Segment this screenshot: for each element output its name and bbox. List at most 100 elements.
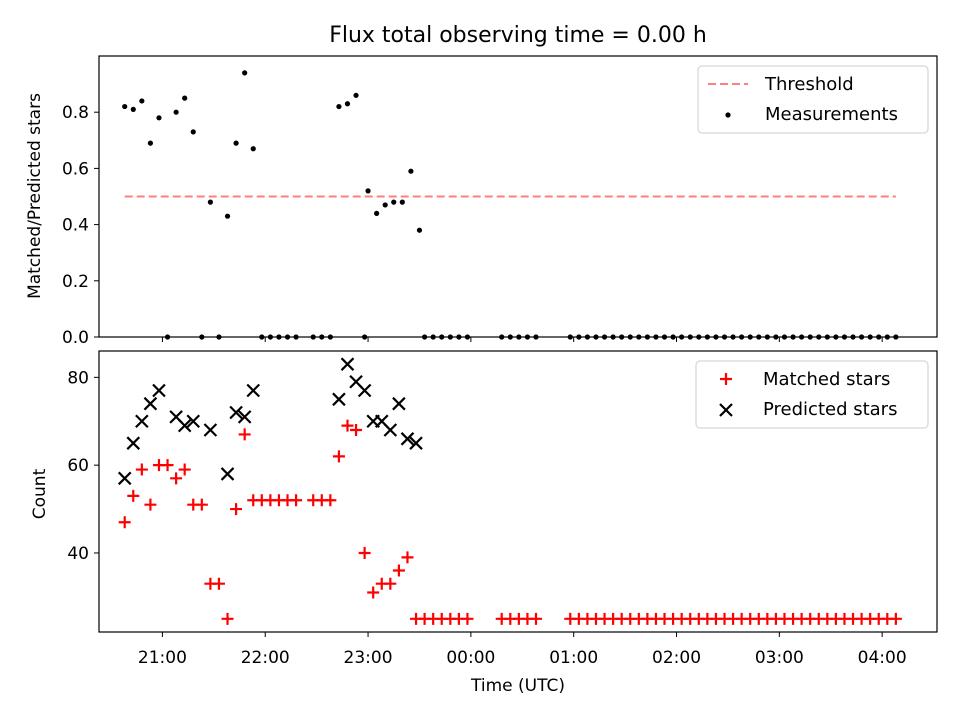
measurement-point — [233, 140, 239, 146]
predicted-stars-point — [340, 357, 355, 371]
matched-stars-point — [358, 546, 371, 559]
measurement-point — [207, 199, 213, 205]
matched-stars-point — [341, 419, 354, 432]
legend-matched-label: Matched stars — [763, 369, 890, 390]
predicted-stars-point — [237, 410, 252, 424]
x-tick-label: 21:00 — [138, 648, 187, 668]
legend-threshold-label: Threshold — [764, 74, 854, 95]
measurement-point — [365, 188, 371, 194]
count-y-tick-label: 40 — [67, 544, 89, 564]
measurement-point — [139, 98, 145, 104]
count-y-axis-label: Count — [30, 468, 50, 519]
x-tick-label: 04:00 — [858, 648, 907, 668]
measurement-point — [156, 115, 162, 121]
predicted-stars-point — [135, 414, 149, 429]
matched-stars-point — [290, 494, 303, 507]
legend-matched-swatch — [720, 373, 732, 385]
x-tick-label: 22:00 — [241, 648, 290, 668]
predicted-stars-point — [126, 436, 141, 450]
predicted-stars-point — [117, 471, 132, 486]
measurement-point — [182, 95, 188, 101]
measurement-point — [353, 92, 359, 98]
measurement-point — [130, 106, 136, 112]
x-tick-label: 01:00 — [549, 648, 598, 668]
matched-stars-point — [118, 516, 131, 529]
ratio-panel: 0.00.20.40.60.8 Matched/Predicted stars … — [25, 55, 938, 348]
predicted-stars-point — [332, 392, 346, 407]
measurement-point — [399, 199, 405, 205]
measurement-point — [344, 101, 351, 107]
matched-stars-point — [350, 424, 363, 437]
matched-stars-point — [238, 428, 251, 441]
ratio-y-tick-label: 0.2 — [62, 272, 89, 292]
matched-stars-point — [529, 612, 542, 625]
ratio-y-tick-label: 0.6 — [62, 159, 89, 179]
ratio-y-axis-label: Matched/Predicted stars — [25, 93, 45, 299]
measurement-point — [408, 168, 414, 174]
ratio-y-tick-label: 0.0 — [62, 328, 89, 348]
matched-stars-point — [384, 577, 397, 590]
matched-stars-point — [367, 586, 380, 599]
measurement-point — [224, 213, 231, 219]
matched-stars-point — [401, 551, 414, 564]
predicted-stars-point — [177, 418, 192, 433]
legend-predicted-label: Predicted stars — [763, 399, 897, 420]
count-legend-box — [695, 360, 929, 429]
count-y-tick-label: 80 — [67, 368, 89, 388]
predicted-stars-point — [152, 383, 166, 398]
measurement-point — [336, 103, 342, 110]
matched-stars-point — [161, 459, 174, 472]
measurement-point — [190, 129, 196, 135]
predicted-stars-point — [409, 436, 423, 450]
x-tick-label: 02:00 — [652, 648, 701, 668]
matched-stars-point — [144, 498, 157, 511]
measurement-point — [122, 103, 128, 110]
predicted-stars-point — [229, 405, 243, 420]
predicted-stars-point — [400, 432, 415, 446]
ratio-y-tick-label: 0.4 — [62, 216, 89, 236]
matched-stars-point — [178, 463, 191, 476]
count-panel: 21:00 22:00 23:00 00:00 01:00 02:00 03:00 04:00… — [30, 350, 938, 696]
predicted-stars-point — [220, 467, 235, 481]
matched-stars-point — [135, 463, 148, 476]
x-tick-label: 03:00 — [755, 648, 804, 668]
figure-title: Flux total observing time = 0.00 h — [329, 23, 707, 48]
predicted-stars-point — [383, 423, 398, 437]
matched-stars-point — [195, 498, 208, 511]
predicted-stars-point — [357, 383, 372, 398]
matched-stars-point — [170, 472, 183, 485]
measurement-point — [147, 140, 154, 146]
measurement-point — [416, 227, 423, 233]
matched-stars-point — [332, 450, 345, 463]
matched-stars-point — [461, 612, 474, 625]
matched-stars-point — [230, 503, 243, 516]
ratio-legend: Threshold Measurements — [697, 65, 929, 134]
measurement-point — [242, 70, 248, 76]
measurement-point — [250, 146, 256, 152]
matched-stars-point — [212, 577, 225, 590]
x-tick-label: 23:00 — [344, 648, 393, 668]
matched-stars-point — [392, 564, 405, 577]
matched-stars-point — [221, 612, 234, 625]
measurement-point — [173, 109, 179, 115]
matched-stars-point — [127, 489, 140, 502]
x-tick-label: 00:00 — [446, 648, 495, 668]
ratio-axes-frame — [98, 55, 938, 338]
predicted-stars-point — [203, 423, 218, 437]
predicted-stars-point — [186, 414, 201, 429]
legend-measurements-swatch — [725, 112, 731, 118]
matched-stars-point — [889, 612, 902, 625]
legend-measurements-label: Measurements — [765, 104, 898, 125]
legend-predicted-swatch — [719, 403, 733, 417]
predicted-stars-point — [143, 396, 158, 411]
measurement-point — [391, 199, 397, 205]
count-axes-frame — [98, 350, 938, 633]
count-y-tick-label: 60 — [67, 456, 89, 476]
measurement-point — [382, 202, 388, 208]
count-x-axis-label: Time (UTC) — [470, 676, 565, 696]
ratio-y-tick-label: 0.8 — [62, 103, 89, 123]
measurement-point — [374, 210, 380, 216]
predicted-stars-point — [392, 396, 406, 411]
predicted-stars-point — [246, 383, 261, 398]
